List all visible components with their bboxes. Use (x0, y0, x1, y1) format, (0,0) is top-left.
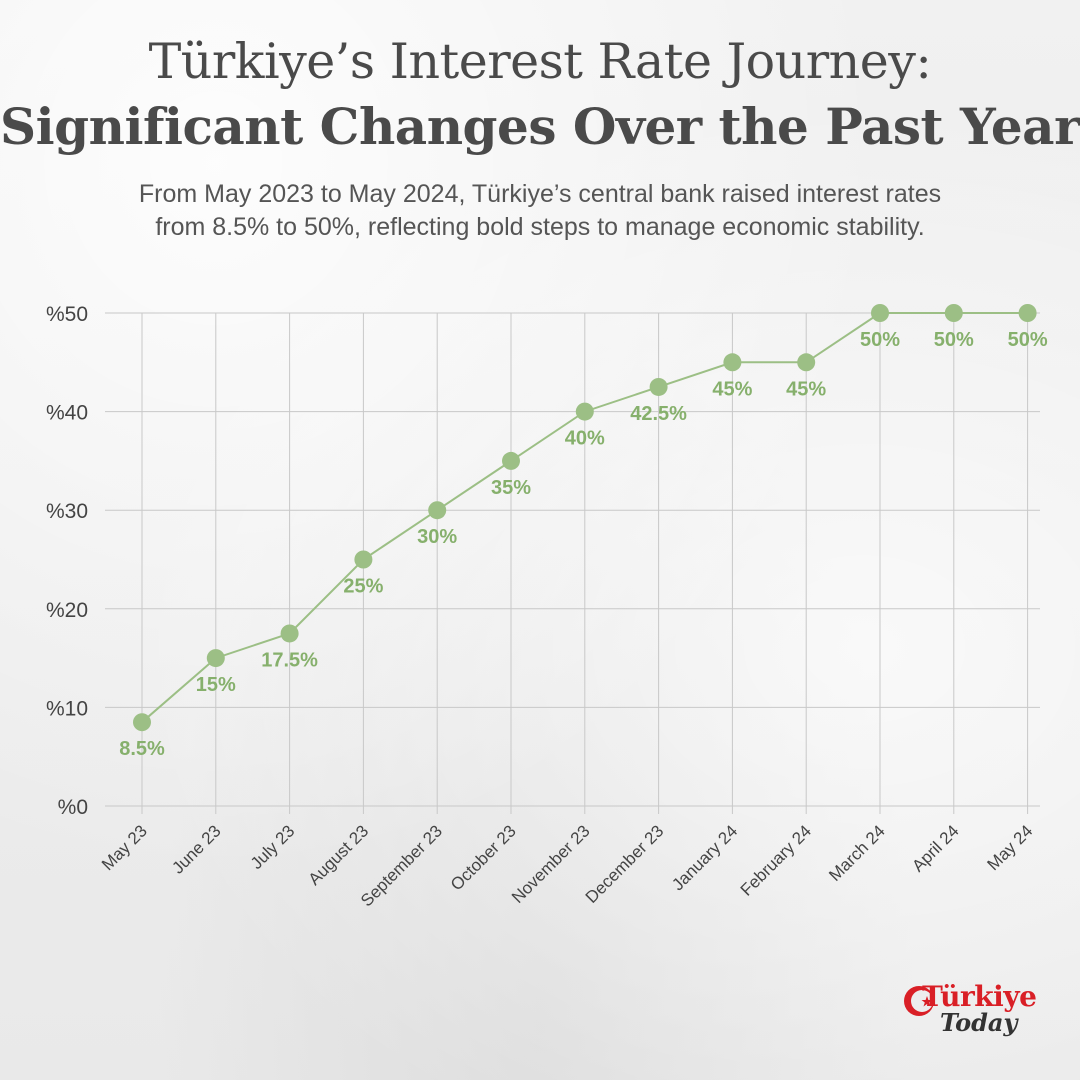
y-tick-label: %40 (46, 402, 88, 425)
subtitle-line-2: from 8.5% to 50%, reflecting bold steps … (155, 213, 925, 241)
data-label: 8.5% (119, 738, 165, 760)
y-tick-label: %30 (46, 500, 88, 523)
data-point (575, 402, 594, 421)
data-label: 35% (491, 477, 531, 499)
logo-word: Türkiye (922, 980, 1037, 1013)
x-tick-label: January 24 (668, 821, 741, 894)
data-label: 50% (1008, 329, 1048, 351)
x-tick-label: May 24 (984, 821, 1037, 874)
title-line-2: Significant Changes Over the Past Year (0, 97, 1080, 156)
data-point (1018, 304, 1037, 322)
x-tick-label: December 23 (582, 821, 668, 907)
data-point (871, 304, 889, 322)
data-point (723, 353, 742, 372)
x-tick-label: February 24 (737, 821, 815, 899)
chart-subtitle: From May 2023 to May 2024, Türkiye’s cen… (30, 178, 1050, 244)
data-point (797, 353, 816, 372)
data-point (354, 550, 373, 569)
y-tick-label: %20 (46, 599, 88, 622)
y-tick-label: %10 (46, 697, 88, 720)
data-label: 45% (786, 378, 826, 400)
data-label: 30% (417, 526, 457, 548)
x-tick-label: November 23 (508, 821, 594, 907)
data-label: 45% (712, 378, 752, 400)
x-tick-label: May 23 (98, 821, 151, 874)
data-point (133, 713, 151, 732)
data-label: 42.5% (630, 403, 687, 425)
data-label: 40% (565, 428, 605, 450)
data-point (944, 304, 963, 322)
x-tick-label: October 23 (447, 821, 520, 894)
chart-title: Türkiye’s Interest Rate Journey: Signifi… (0, 30, 1080, 160)
data-label: 15% (196, 674, 236, 696)
data-point (502, 451, 520, 470)
data-label: 17.5% (261, 649, 318, 671)
title-line-1: Türkiye’s Interest Rate Journey: (148, 33, 932, 90)
x-tick-label: July 23 (247, 821, 299, 873)
data-point (428, 501, 447, 520)
data-point (206, 649, 225, 668)
x-tick-label: June 23 (168, 821, 224, 877)
data-label: 50% (934, 329, 974, 351)
subtitle-line-1: From May 2023 to May 2024, Türkiye’s cen… (138, 180, 942, 208)
y-tick-label: %50 (46, 303, 88, 326)
x-tick-label: April 24 (908, 821, 962, 875)
x-tick-label: March 24 (825, 821, 889, 885)
data-label: 25% (343, 576, 383, 598)
crescent-star-icon (904, 986, 934, 1016)
data-point (280, 624, 299, 643)
turkiye-today-logo: Türkiye Today (900, 978, 1050, 1048)
x-tick-label: August 23 (305, 821, 373, 889)
data-point (649, 377, 668, 396)
data-label: 50% (860, 329, 900, 351)
logo-sub: Today (940, 1008, 1018, 1037)
y-tick-label: %0 (58, 796, 88, 819)
